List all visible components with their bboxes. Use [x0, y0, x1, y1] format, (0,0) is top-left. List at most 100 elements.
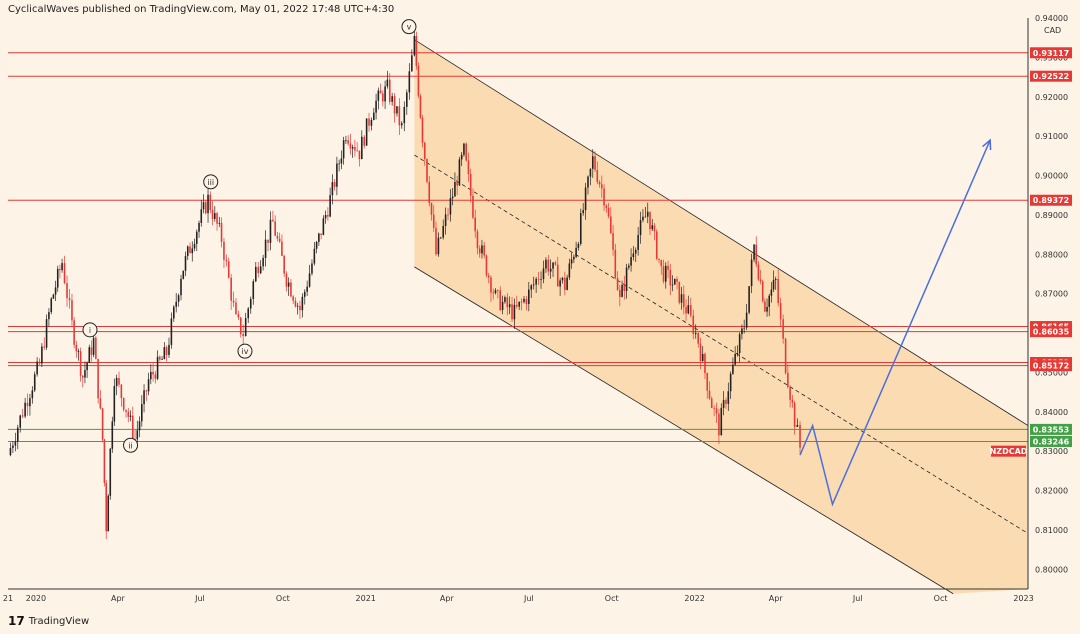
candle-body	[542, 268, 545, 280]
candle-body	[159, 356, 161, 360]
candle-body	[269, 219, 272, 243]
candle-body	[532, 284, 535, 286]
candle-body	[687, 305, 690, 314]
candle-body	[614, 249, 617, 279]
candle-body	[630, 257, 632, 266]
candle-body	[713, 407, 715, 409]
candle-body	[554, 262, 557, 265]
channel-middle-line	[414, 154, 1029, 534]
candle-body	[706, 373, 709, 391]
candle-body	[594, 156, 596, 170]
candle-body	[469, 173, 472, 196]
candle-body	[172, 306, 175, 319]
candle-body	[472, 195, 474, 218]
candle-body	[345, 140, 347, 142]
candle-body	[29, 398, 31, 407]
wave-label-circle	[82, 322, 98, 338]
candle-body	[66, 283, 68, 299]
publisher-header: CyclicalWaves published on TradingView.c…	[8, 4, 395, 15]
candle-body	[487, 275, 490, 278]
projection-arrowhead-icon	[982, 138, 992, 151]
candle-body	[175, 301, 177, 307]
candle-body	[198, 222, 200, 232]
candle-body	[129, 415, 132, 417]
candle-body	[616, 278, 619, 290]
candle-body	[336, 163, 338, 187]
candle-body	[21, 415, 24, 417]
candle-body	[43, 346, 46, 348]
candle-body	[671, 284, 674, 286]
candle-body	[784, 338, 787, 373]
candle-body	[281, 241, 283, 256]
candle-body	[537, 278, 540, 280]
candle-body	[587, 176, 589, 188]
candle-body	[411, 55, 413, 72]
candle-body	[105, 482, 108, 532]
candle-body	[257, 266, 260, 274]
candle-body	[71, 300, 73, 321]
candle-body	[697, 333, 700, 344]
candle-body	[685, 307, 687, 314]
candle-body	[370, 120, 373, 126]
candle-body	[757, 264, 760, 280]
candle-body	[400, 123, 403, 126]
candle-body	[743, 327, 745, 329]
candle-body	[518, 301, 521, 307]
candle-body	[79, 351, 82, 376]
candle-body	[223, 241, 225, 260]
candle-body	[582, 210, 584, 214]
candle-body	[50, 298, 53, 313]
y-tick-label: 0.85000	[1035, 368, 1068, 377]
candle-body	[478, 248, 481, 254]
candle-body	[435, 227, 437, 255]
candle-body	[632, 253, 635, 258]
candle-body	[793, 402, 796, 427]
candle-body	[540, 279, 542, 280]
candle-body	[340, 158, 343, 164]
candle-body	[61, 263, 63, 271]
brand-name: TradingView	[28, 615, 90, 627]
candle-body	[12, 445, 14, 448]
candle-body	[642, 216, 644, 221]
candle-body	[440, 237, 442, 239]
level-price-tag	[1030, 360, 1072, 372]
candle-body	[463, 143, 465, 155]
candle-body	[596, 169, 599, 183]
candle-body	[391, 96, 393, 102]
candle-body	[56, 268, 59, 288]
candle-body	[347, 140, 349, 144]
candle-body	[193, 243, 196, 249]
candle-body	[377, 90, 380, 101]
candle-body	[141, 404, 143, 422]
candle-body	[184, 256, 187, 271]
symbol-tag-text: NZDCAD	[990, 447, 1028, 456]
candle-body	[156, 356, 159, 379]
candle-body	[637, 235, 639, 250]
candle-body	[770, 289, 773, 296]
candle-body	[45, 319, 48, 348]
axes-layer: 0.80000 0.81000 0.82000 0.83000 0.84000 0.850…	[3, 14, 1072, 603]
candle-body	[782, 319, 784, 339]
candle-body	[296, 305, 299, 307]
candle-body	[365, 118, 368, 146]
candle-body	[584, 187, 587, 211]
candle-body	[292, 296, 294, 301]
y-tick-label: 0.80000	[1035, 565, 1068, 574]
wave-label-text: ii	[128, 441, 132, 450]
candle-body	[545, 259, 547, 269]
candle-body	[202, 202, 205, 210]
candle-body	[699, 343, 702, 362]
candle-body	[564, 277, 566, 290]
channel-layer	[414, 39, 1029, 595]
candle-body	[415, 35, 418, 66]
candle-body	[48, 312, 50, 320]
candle-body	[398, 106, 401, 126]
candle-body	[673, 278, 676, 285]
candle-body	[52, 294, 55, 299]
candle-body	[318, 233, 320, 242]
y-tick-label: 0.88000	[1035, 250, 1068, 259]
candle-body	[264, 239, 267, 258]
y-tick-label: 0.83000	[1035, 447, 1068, 456]
